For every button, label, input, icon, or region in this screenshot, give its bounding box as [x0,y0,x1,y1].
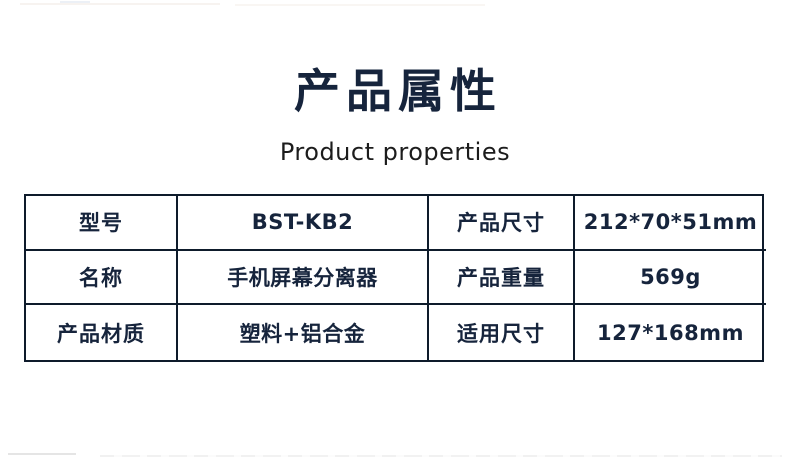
bottom-crop-artifact [8,453,76,455]
spec-value-applicable-size: 127*168mm [597,320,744,345]
spec-value-model: BST-KB2 [178,196,429,251]
product-spec-table: 型号 BST-KB2 产品尺寸 212*70*51mm 名称 手机屏幕分离器 产… [24,194,766,362]
spec-label-name: 名称 [26,250,178,306]
spec-label-model: 型号 [26,196,178,251]
top-crop-artifact [235,4,485,6]
top-crop-artifact [60,1,90,3]
spec-label-product-size: 产品尺寸 [429,196,575,251]
spec-label-material: 产品材质 [26,305,178,360]
spec-value-product-size: 212*70*51mm [575,196,766,251]
bottom-crop-artifact [100,455,782,457]
page-title: 产品属性 [294,64,502,118]
spec-value-material: 塑料+铝合金 [178,305,429,360]
spec-value-weight: 569g [575,251,766,306]
spec-value-name: 手机屏幕分离器 [178,250,429,306]
spec-label-weight: 产品重量 [429,250,575,306]
page-subtitle: Product properties [279,138,511,166]
spec-label-applicable-size: 适用尺寸 [429,305,575,360]
top-crop-artifact [20,3,220,5]
